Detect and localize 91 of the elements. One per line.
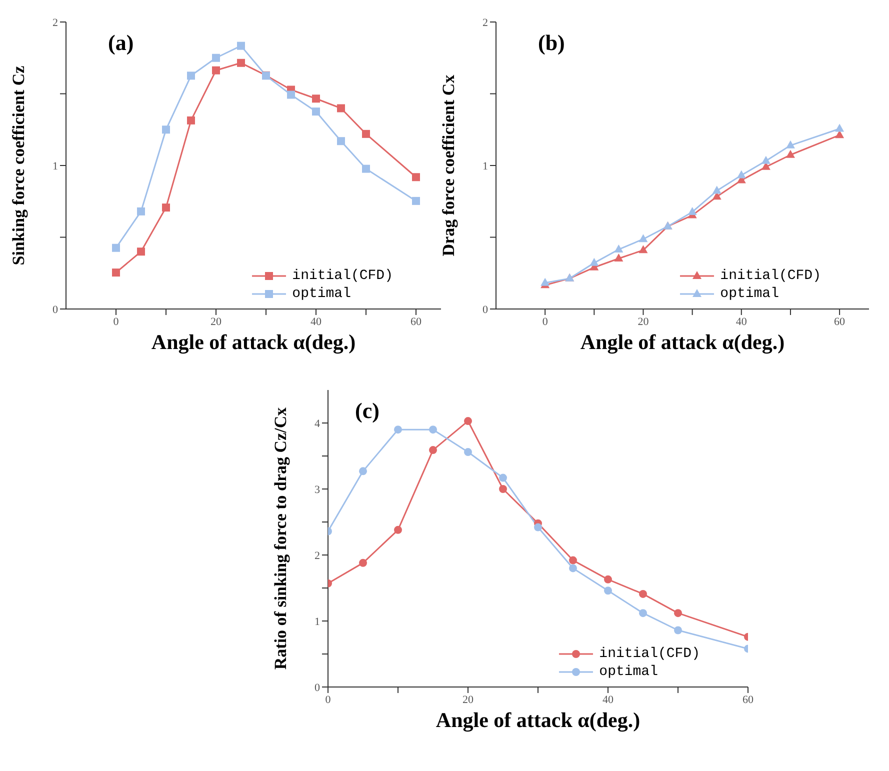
point <box>362 164 370 173</box>
y-tick-label: 2 <box>482 16 488 29</box>
x-tick-label: 60 <box>834 316 846 328</box>
point <box>212 54 220 62</box>
point <box>688 206 697 215</box>
x-tick-label: 0 <box>325 694 332 706</box>
point <box>835 124 844 132</box>
x-axis-title: Angle of attack α(deg.) <box>580 330 785 354</box>
point <box>534 523 542 532</box>
x-tick-label: 40 <box>602 694 614 706</box>
point <box>761 156 770 164</box>
point <box>359 467 367 476</box>
legend-label: initial(CFD) <box>599 646 700 662</box>
y-tick-label: 0 <box>482 304 488 316</box>
point <box>569 556 577 564</box>
y-tick-label: 0 <box>314 682 320 694</box>
point <box>312 94 320 103</box>
x-tick-label: 0 <box>542 316 548 328</box>
x-tick-label: 20 <box>638 316 650 328</box>
x-axis-title: Angle of attack α(deg.) <box>151 330 356 354</box>
point <box>674 609 682 618</box>
point <box>162 204 170 212</box>
point <box>464 448 472 456</box>
x-tick-label: 40 <box>736 316 748 328</box>
point <box>412 196 420 205</box>
point <box>429 446 437 454</box>
y-tick-label: 1 <box>482 160 488 172</box>
point <box>712 186 722 194</box>
point <box>569 564 577 572</box>
legend-label: initial(CFD) <box>720 268 821 284</box>
chart-title: (b) <box>538 30 565 56</box>
point <box>604 575 612 584</box>
point <box>394 526 402 534</box>
point <box>112 244 120 252</box>
point <box>187 116 195 124</box>
point <box>412 173 420 182</box>
point <box>212 66 220 74</box>
point <box>137 248 145 256</box>
point <box>499 474 507 482</box>
point <box>638 234 648 242</box>
point <box>394 426 402 434</box>
y-axis-title: Sinking force coefficient Cz <box>9 65 28 266</box>
y-tick-label: 4 <box>314 418 320 430</box>
point <box>337 104 345 112</box>
legend-label: initial(CFD) <box>292 268 393 284</box>
chart-title: (a) <box>108 30 134 56</box>
point <box>237 42 245 50</box>
y-tick-label: 1 <box>314 616 320 628</box>
legend-label: optimal <box>292 286 351 302</box>
point <box>590 258 599 266</box>
legend-label: optimal <box>599 664 658 680</box>
x-tick-label: 20 <box>462 694 474 706</box>
chart-title: (c) <box>355 398 380 424</box>
point <box>359 558 367 567</box>
y-tick-label: 3 <box>314 484 320 496</box>
point <box>604 586 612 595</box>
x-tick-label: 0 <box>113 316 120 328</box>
y-axis-title: Ratio of sinking force to drag Cz/Cx <box>271 406 290 670</box>
point <box>614 244 624 252</box>
y-axis-title: Drag force coefficient Cx <box>439 74 458 256</box>
x-tick-label: 60 <box>410 316 422 328</box>
legend-label: optimal <box>720 286 779 302</box>
point <box>540 278 550 286</box>
point <box>638 245 648 254</box>
x-tick-label: 40 <box>310 316 322 328</box>
point <box>137 207 145 216</box>
point <box>237 58 245 67</box>
y-tick-label: 1 <box>52 160 58 172</box>
point <box>639 590 647 598</box>
point <box>499 485 507 493</box>
point <box>786 140 795 148</box>
point <box>112 268 120 277</box>
point <box>786 150 795 158</box>
point <box>287 90 295 99</box>
y-tick-label: 0 <box>52 304 58 316</box>
point <box>162 126 170 134</box>
point <box>614 253 624 262</box>
point <box>312 108 320 116</box>
y-tick-label: 2 <box>52 16 58 29</box>
point <box>429 426 437 434</box>
point <box>362 130 370 138</box>
point <box>674 626 682 634</box>
point <box>736 170 746 178</box>
point <box>337 137 345 146</box>
x-tick-label: 20 <box>210 316 222 328</box>
point <box>639 609 647 618</box>
x-tick-label: 60 <box>742 694 754 706</box>
x-axis-title: Angle of attack α(deg.) <box>436 708 640 732</box>
point <box>187 72 195 80</box>
point <box>464 417 472 426</box>
y-tick-label: 2 <box>314 550 320 562</box>
